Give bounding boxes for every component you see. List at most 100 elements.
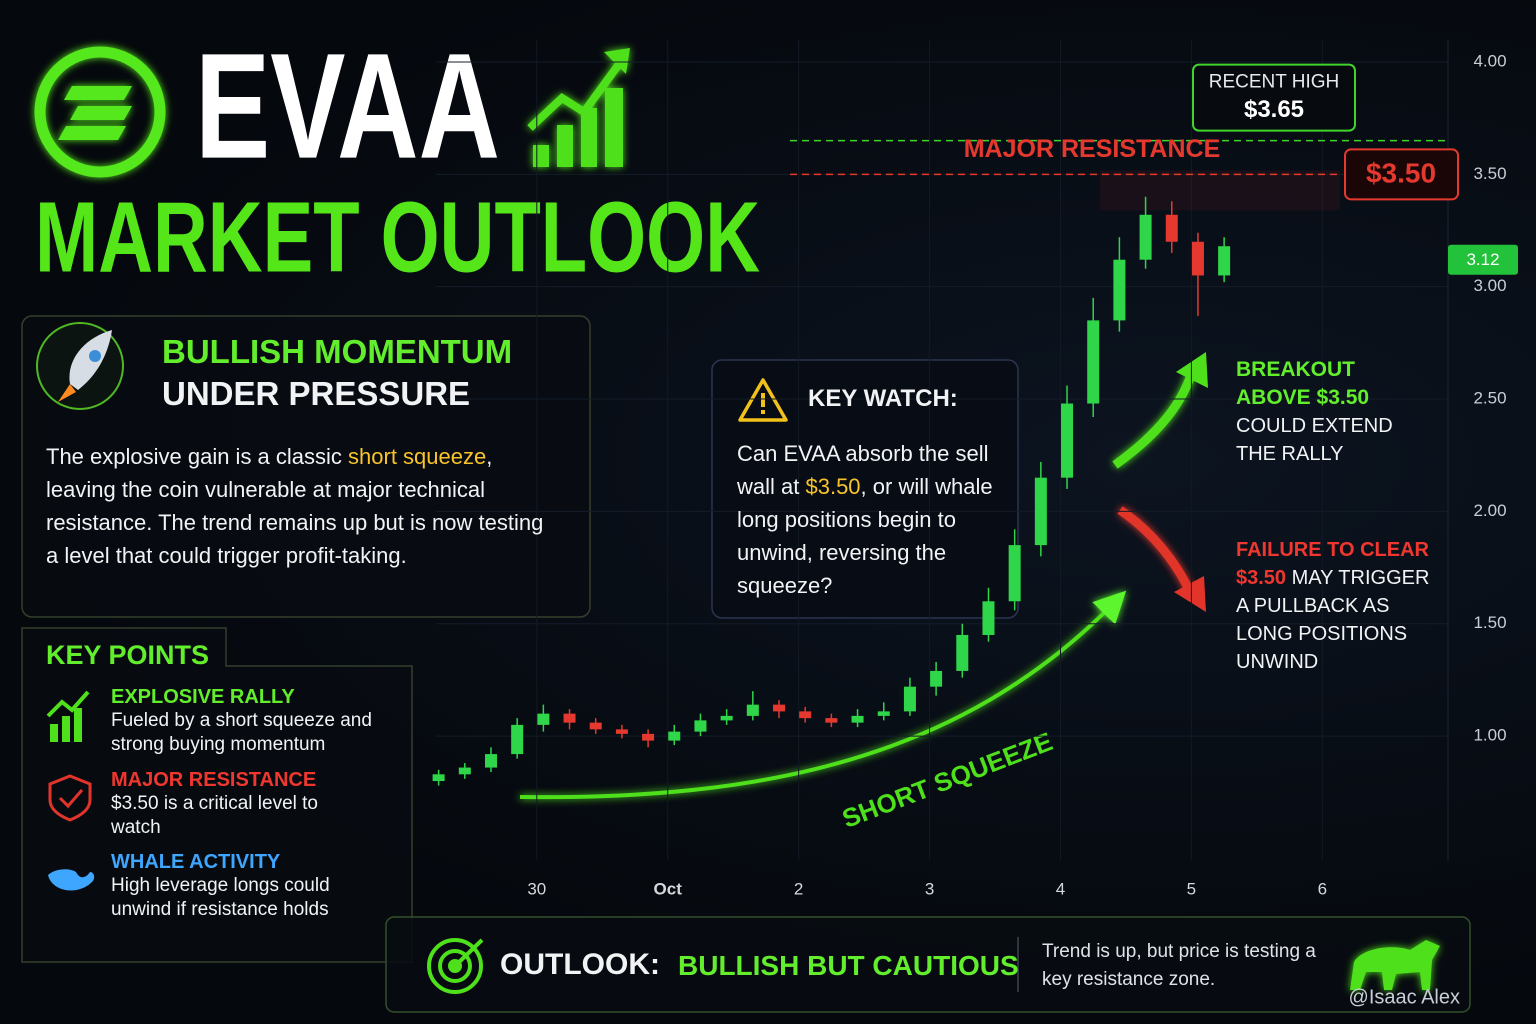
x-tick-label: 2 [794,879,803,898]
y-tick-label: 1.00 [1473,726,1506,745]
x-tick-label: 4 [1056,879,1065,898]
key-point: MAJOR RESISTANCE $3.50 is a critical lev… [111,769,381,840]
candle-body [773,704,786,712]
last-price-tag [1448,244,1518,275]
logo-ring [34,46,166,178]
warning-icon [738,378,788,422]
candle-body [484,754,497,768]
y-tick-label: 3.00 [1473,276,1506,295]
key-points-title: KEY POINTS [46,640,210,670]
text-part: The explosive gain is a classic [46,444,349,469]
candle-body [694,720,707,732]
y-tick-label: 3.50 [1473,164,1506,183]
candle-body [511,724,524,755]
candle-body [668,731,681,741]
target-icon [427,938,484,994]
scenario-title: FAILURE TO CLEAR [1236,539,1429,561]
candle-body [903,686,916,712]
x-tick-label: 5 [1187,879,1196,898]
bull-icon [1350,940,1440,990]
candle-body [877,711,890,716]
candle-body [851,715,864,723]
candle-body [720,715,733,721]
highlight: short squeeze [348,444,487,469]
summary-subheading: UNDER PRESSURE [162,375,471,412]
outlook-label: OUTLOOK: [500,948,660,981]
scenario-breakout: BREAKOUT ABOVE $3.50 COULD EXTEND THE RA… [1236,356,1406,468]
growth-icon [527,48,630,167]
x-tick-label: Oct [654,879,683,898]
key-point-title: MAJOR RESISTANCE [111,769,317,791]
y-tick-label: 1.50 [1473,613,1506,632]
price-chart: 1.00 1.50 2.00 2.50 3.00 3.50 4.00 30 Oct 2 3 4 5 6 RE… [432,39,1518,898]
candle-body [746,704,759,716]
scenario-text: $3.50 MAY TRIGGER A PULLBACK AS LONG POS… [1236,564,1441,676]
annotation-value: $3.65 [1244,96,1304,123]
failure-arrow-head [1174,576,1206,612]
outlook-verdict: BULLISH BUT CAUTIOUS [678,950,1019,981]
whale-icon [48,869,95,891]
annotation-box [1192,63,1356,132]
key-watch-title: KEY WATCH: [808,385,958,412]
candle-body [1191,241,1204,276]
scenario-failure: FAILURE TO CLEAR $3.50 MAY TRIGGER A PUL… [1236,536,1441,676]
candle-body [825,718,838,723]
logo-glyph [58,86,132,140]
annotation-label: RECENT HIGH [1209,72,1340,93]
candle-body [799,711,812,719]
key-watch-text: Can EVAA absorb the sell wall at $3.50, … [737,437,1009,602]
candle-body [642,733,655,741]
outlook-box [385,916,1471,1013]
candle-body [537,713,550,725]
candle-body [458,767,471,775]
warning-dot [761,410,765,414]
key-points-box [21,627,413,963]
key-point-title: WHALE ACTIVITY [111,851,281,873]
last-price-label: 3.12 [1466,250,1499,269]
text-part: , leaving the coin vulnerable at major t… [46,444,544,568]
breakout-arrow-head [1176,352,1208,388]
warning-mark [761,393,765,407]
subtitle: MARKET OUTLOOK [35,181,760,293]
annotation-value: $3.50 [1366,158,1436,189]
key-point-text: $3.50 is a critical level to watch [111,793,318,838]
candle-body [1087,320,1100,404]
key-point-text: Fueled by a short squeeze and strong buy… [111,710,372,755]
squeeze-label: SHORT SQUEEZE [838,726,1056,834]
key-point-title: EXPLOSIVE RALLY [111,686,295,708]
resistance-zone [1100,170,1340,211]
key-watch-box [711,359,1019,619]
scenario-text: COULD EXTEND THE RALLY [1236,415,1393,465]
candle-body [930,670,943,687]
squeeze-curve [519,590,1127,800]
candle-body [1034,477,1047,546]
highlight: $3.50 [805,474,861,499]
summary-text: The explosive gain is a classic short sq… [46,440,546,572]
candle-body [432,774,445,782]
key-point: WHALE ACTIVITY High leverage longs could… [111,851,381,922]
candle-body [1218,246,1231,276]
x-tick-label: 3 [925,879,934,898]
watermark: @Isaac Alex [1349,986,1460,1008]
title: EVAA [195,22,500,190]
candle-body [589,722,602,730]
candle-body [1139,214,1152,260]
annotation-box [1344,148,1459,201]
annotation-label: MAJOR RESISTANCE [964,135,1221,163]
candle-body [563,713,576,723]
candle-body [982,601,995,635]
shield-check [58,789,84,809]
logo [34,46,166,178]
candle-body [1061,403,1074,478]
candle-body [615,729,628,734]
x-tick-label: 6 [1318,879,1327,898]
y-tick-label: 2.50 [1473,389,1506,408]
key-point: EXPLOSIVE RALLY Fueled by a short squeez… [111,686,381,757]
key-point-text: High leverage longs could unwind if resi… [111,875,330,920]
candle-body [1113,259,1126,321]
y-tick-label: 2.00 [1473,501,1506,520]
shield-icon [48,774,92,822]
text-part: Can EVAA absorb the sell wall at [737,441,989,499]
highlight: $3.50 [1236,567,1287,589]
